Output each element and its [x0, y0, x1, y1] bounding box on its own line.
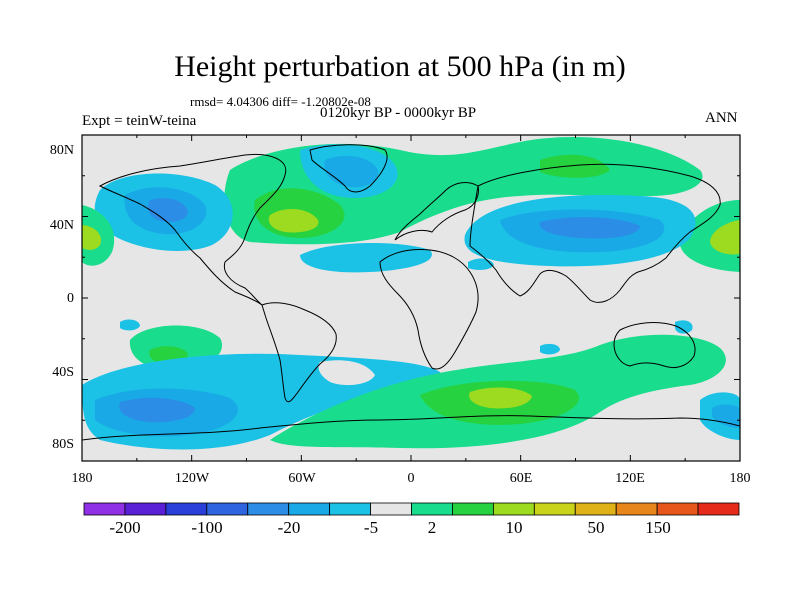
- map-title: Height perturbation at 500 hPa (in m): [174, 50, 626, 83]
- contour-atlantic-low: [300, 243, 432, 273]
- colorbar-box: [83, 502, 126, 516]
- lon-label: 60W: [288, 471, 316, 486]
- colorbar-box: [615, 502, 658, 516]
- contour-south-low-inner: [119, 397, 196, 423]
- colorbar-label: -100: [191, 518, 222, 537]
- colorbar-box: [697, 502, 740, 516]
- colorbar-box: [411, 502, 453, 516]
- contour-eurasia-low-inner: [539, 217, 640, 239]
- lon-label: 120E: [615, 471, 645, 486]
- colorbar-box: [452, 502, 494, 516]
- experiment-label: Expt = teinW-teina: [82, 113, 197, 129]
- colorbar-label: 2: [428, 518, 437, 537]
- colorbar-box: [247, 502, 290, 516]
- colorbar-box: [124, 502, 167, 516]
- contour-southeast-low-core: [712, 404, 740, 428]
- colorbar-box: [533, 502, 576, 516]
- lat-label: 0: [67, 291, 74, 306]
- longitude-labels: 180 120W 60W 0 60E 120E 180: [72, 471, 751, 486]
- stats-text: rmsd= 4.04306 diff= -1.20802e-08: [190, 94, 371, 109]
- contour-west-high-core: [82, 225, 102, 250]
- coast-asia: [469, 163, 721, 303]
- colorbar-box: [574, 502, 617, 516]
- lon-label: 60E: [510, 471, 533, 486]
- lon-label: 120W: [175, 471, 210, 486]
- colorbar: [83, 502, 740, 516]
- colorbar-box: [165, 502, 208, 516]
- colorbar-label: -5: [364, 518, 378, 537]
- lon-label: 0: [408, 471, 415, 486]
- contour-north-green-east: [540, 154, 610, 178]
- contour-tropic-blob-3: [540, 343, 560, 355]
- contour-field: [82, 135, 740, 461]
- lat-label: 80S: [52, 437, 74, 452]
- lat-label: 40S: [52, 365, 74, 380]
- colorbar-label: 50: [588, 518, 605, 537]
- colorbar-box: [492, 502, 535, 516]
- colorbar-box: [288, 502, 331, 516]
- colorbar-box: [656, 502, 699, 516]
- lon-label: 180: [730, 471, 751, 486]
- latitude-labels: 80N 40N 0 40S 80S: [50, 143, 74, 452]
- colorbar-label: -20: [278, 518, 301, 537]
- axis-ticks: [81, 134, 741, 462]
- coast-greenland: [309, 144, 388, 193]
- colorbar-labels: -200 -100 -20 -5 2 10 50 150: [109, 518, 670, 537]
- colorbar-label: -200: [109, 518, 140, 537]
- contour-tropic-blob-1: [120, 319, 140, 331]
- coast-antarctica: [82, 415, 740, 441]
- coast-south-america: [261, 302, 337, 403]
- period-label: 0120kyr BP - 0000kyr BP: [320, 105, 477, 121]
- colorbar-box: [329, 502, 371, 516]
- lat-label: 40N: [50, 218, 74, 233]
- colorbar-box: [370, 502, 412, 516]
- contour-south-east-high-inner: [469, 387, 532, 409]
- coastlines: [82, 144, 740, 441]
- contour-south-atlantic-neutral: [318, 360, 375, 386]
- colorbar-label: 10: [506, 518, 523, 537]
- contour-east-high-core: [710, 220, 740, 255]
- coast-north-america: [98, 153, 287, 306]
- colorbar-box: [206, 502, 249, 516]
- season-label: ANN: [705, 110, 738, 126]
- contour-north-yellow: [268, 208, 319, 233]
- contour-tropic-blob-2: [675, 320, 693, 334]
- lon-label: 180: [72, 471, 93, 486]
- lat-label: 80N: [50, 143, 74, 158]
- coast-australia: [613, 322, 696, 369]
- contour-america-low-inner: [148, 198, 188, 222]
- colorbar-label: 150: [645, 518, 671, 537]
